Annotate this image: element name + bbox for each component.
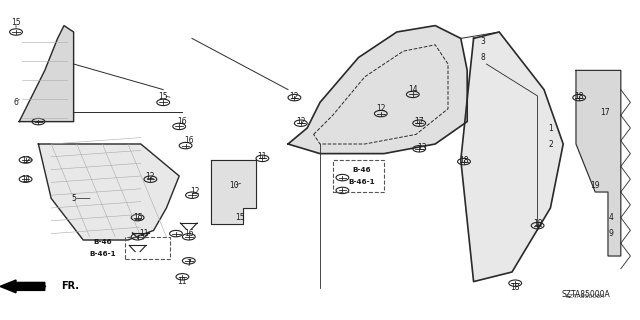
Text: 18: 18	[460, 156, 468, 164]
Text: 1: 1	[548, 124, 553, 132]
Text: 16: 16	[184, 136, 194, 145]
Text: 5: 5	[71, 194, 76, 203]
Text: 15: 15	[235, 213, 245, 222]
Polygon shape	[288, 26, 467, 154]
Text: SZTA85000A: SZTA85000A	[566, 293, 605, 299]
Text: B-46: B-46	[93, 239, 112, 244]
FancyArrow shape	[0, 280, 45, 293]
Text: 11: 11	[21, 175, 30, 184]
Polygon shape	[19, 26, 74, 122]
Text: 9: 9	[609, 229, 614, 238]
Text: 12: 12	[290, 92, 299, 100]
Text: 15: 15	[132, 213, 143, 222]
Text: 4: 4	[609, 213, 614, 222]
Polygon shape	[576, 70, 621, 256]
Text: 15: 15	[11, 18, 21, 27]
Text: 10: 10	[228, 181, 239, 190]
Text: 16: 16	[177, 117, 188, 126]
Text: 12: 12	[191, 188, 200, 196]
Text: 12: 12	[146, 172, 155, 180]
Text: 18: 18	[511, 284, 520, 292]
Text: 2: 2	[548, 140, 553, 148]
Text: 18: 18	[575, 92, 584, 100]
Polygon shape	[211, 160, 256, 224]
Text: 17: 17	[414, 117, 424, 126]
Text: 11: 11	[178, 277, 187, 286]
Text: 12: 12	[21, 156, 30, 164]
Text: 16: 16	[184, 229, 194, 238]
Text: 8: 8	[481, 53, 486, 62]
Text: 15: 15	[158, 92, 168, 100]
Text: 7: 7	[186, 260, 191, 268]
Text: 11: 11	[140, 229, 148, 238]
Text: B-46-1: B-46-1	[348, 180, 375, 185]
Text: 12: 12	[296, 117, 305, 126]
Text: FR.: FR.	[61, 281, 79, 292]
Text: 18: 18	[533, 220, 542, 228]
Text: 11: 11	[258, 152, 267, 161]
Text: B-46-1: B-46-1	[89, 252, 116, 257]
Text: SZTA85000A: SZTA85000A	[561, 290, 610, 299]
Text: B-46: B-46	[352, 167, 371, 172]
Text: 19: 19	[590, 181, 600, 190]
Polygon shape	[38, 144, 179, 240]
Text: 14: 14	[408, 85, 418, 94]
Text: 6: 6	[13, 98, 19, 107]
Text: 12: 12	[376, 104, 385, 113]
Text: 13: 13	[417, 143, 428, 152]
Text: 3: 3	[481, 37, 486, 46]
Polygon shape	[461, 32, 563, 282]
Text: 17: 17	[600, 108, 610, 116]
